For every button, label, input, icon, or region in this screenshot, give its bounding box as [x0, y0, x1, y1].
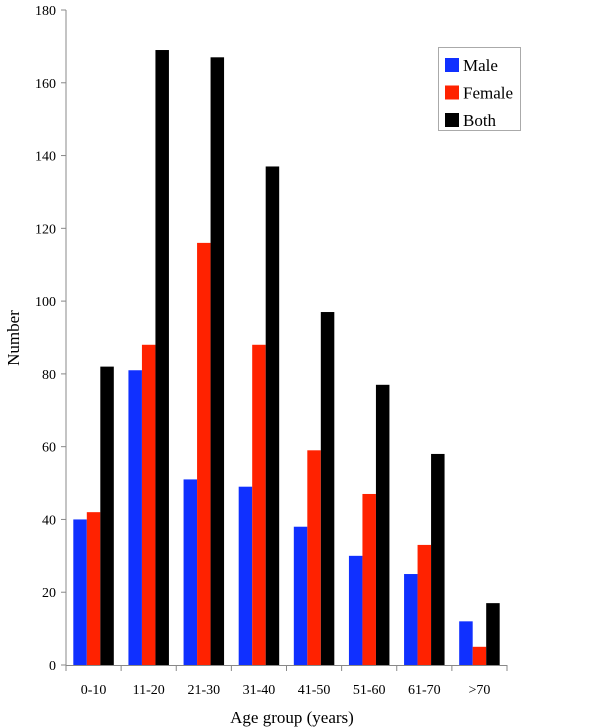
- x-tick-label: 41-50: [298, 683, 331, 698]
- y-ticks: 0 20 40 60 80 100 120 140 160 180: [35, 4, 66, 674]
- legend-swatch-male: [445, 58, 459, 72]
- bar-female-31-40: [252, 344, 266, 665]
- x-tick-label: 61-70: [408, 683, 441, 698]
- y-tick-label: 100: [35, 295, 56, 310]
- y-tick-label: 0: [49, 659, 56, 674]
- bar-female-0-10: [86, 512, 101, 665]
- y-tick-label: 140: [35, 150, 56, 165]
- x-tick-label: 31-40: [243, 683, 276, 698]
- bar-both->70: [486, 603, 500, 665]
- y-tick-label: 160: [35, 77, 56, 92]
- bar-female-41-50: [307, 450, 321, 665]
- legend-swatch-female: [445, 85, 459, 100]
- bar-male-41-50: [293, 526, 308, 665]
- y-tick-label: 80: [42, 368, 56, 383]
- legend-label-female: Female: [463, 84, 513, 103]
- bar-male-51-60: [348, 555, 363, 665]
- bar-both-11-20: [155, 50, 169, 666]
- y-tick-label: 60: [42, 441, 56, 456]
- x-tick-label: 0-10: [81, 683, 107, 698]
- x-ticks: 0-10 11-20 21-30 31-40 41-50 51-60 61-70 >70: [65, 665, 508, 698]
- legend-label-both: Both: [463, 111, 497, 130]
- bar-male-31-40: [238, 486, 253, 665]
- y-tick-label: 40: [42, 513, 56, 528]
- bar-male->70: [459, 621, 473, 665]
- legend-label-male: Male: [463, 56, 498, 75]
- bar-male-0-10: [73, 519, 87, 665]
- legend-swatch-both: [445, 113, 459, 127]
- bar-female->70: [472, 646, 487, 665]
- bar-both-0-10: [100, 366, 114, 665]
- y-tick-label: 20: [42, 586, 56, 601]
- bar-male-11-20: [128, 370, 142, 665]
- x-tick-label: >70: [468, 683, 490, 698]
- bar-female-21-30: [197, 242, 211, 665]
- bar-female-51-60: [362, 493, 376, 665]
- bar-male-21-30: [183, 479, 198, 665]
- bar-female-61-70: [417, 544, 432, 665]
- x-axis-label: Age group (years): [230, 708, 354, 727]
- bar-both-51-60: [375, 384, 390, 665]
- bar-male-61-70: [404, 574, 418, 665]
- bar-both-61-70: [431, 453, 445, 665]
- bar-both-21-30: [210, 57, 225, 666]
- x-tick-label: 51-60: [353, 683, 386, 698]
- bar-both-31-40: [265, 166, 280, 665]
- bar-female-11-20: [141, 344, 156, 665]
- bar-both-41-50: [320, 312, 335, 665]
- y-axis-label: Number: [4, 310, 23, 366]
- x-tick-label: 21-30: [187, 683, 220, 698]
- legend: Male Female Both: [438, 47, 521, 131]
- y-tick-label: 180: [35, 4, 56, 19]
- bars-group: [73, 50, 500, 666]
- y-tick-label: 120: [35, 222, 56, 237]
- x-tick-label: 11-20: [133, 683, 165, 698]
